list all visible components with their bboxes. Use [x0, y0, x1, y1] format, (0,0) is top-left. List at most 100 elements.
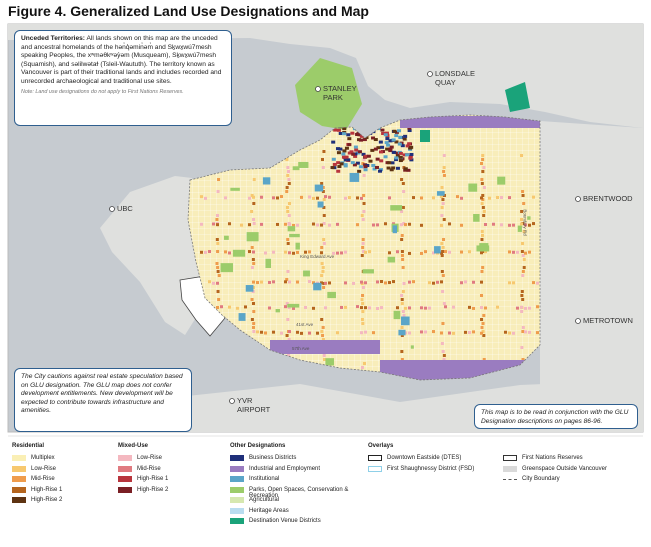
- block: [250, 318, 254, 321]
- block: [400, 302, 404, 305]
- block: [378, 169, 383, 173]
- block: [371, 163, 376, 167]
- place-pin: [109, 206, 115, 212]
- block: [520, 250, 524, 253]
- block: [355, 161, 360, 165]
- block: [280, 195, 283, 199]
- park: [517, 225, 522, 232]
- legend-item: Mid-Rise: [12, 476, 140, 487]
- block: [236, 306, 239, 310]
- street-label: Boundary Rd: [522, 209, 528, 236]
- block: [528, 223, 531, 227]
- legend-swatch: [368, 465, 382, 472]
- legend-item: High-Rise 1: [12, 486, 140, 498]
- block: [380, 280, 383, 284]
- block: [380, 306, 383, 310]
- block: [384, 141, 389, 145]
- block: [360, 214, 364, 217]
- block: [388, 149, 393, 153]
- block: [364, 330, 367, 334]
- block: [286, 166, 290, 169]
- block: [362, 174, 366, 177]
- block: [360, 306, 363, 310]
- block: [359, 138, 364, 142]
- legend-label: First Shaughnessy District (FSD): [387, 465, 475, 472]
- block: [376, 223, 379, 227]
- block: [250, 194, 254, 197]
- block: [432, 251, 435, 255]
- block: [522, 258, 526, 261]
- block: [442, 166, 446, 169]
- block: [361, 238, 365, 241]
- block: [361, 294, 365, 297]
- block: [400, 238, 404, 241]
- legend-item: First Nations Reserves: [503, 455, 631, 466]
- park: [230, 187, 240, 191]
- block: [394, 134, 399, 138]
- block: [321, 186, 325, 189]
- caution-note: The City cautions against real estate sp…: [14, 368, 192, 432]
- block: [480, 196, 483, 200]
- block: [216, 281, 219, 285]
- block: [408, 154, 413, 158]
- block: [520, 154, 524, 157]
- block: [444, 305, 447, 309]
- block: [370, 148, 375, 152]
- block: [452, 331, 455, 335]
- park: [246, 232, 259, 242]
- block: [340, 305, 343, 309]
- block: [322, 286, 326, 289]
- legend-item: Greenspace Outside Vancouver: [503, 465, 631, 477]
- block: [220, 305, 223, 309]
- block: [343, 163, 348, 167]
- place-pin: [315, 86, 321, 92]
- park: [292, 166, 300, 171]
- notice-note: Note: Land use designations do not apply…: [21, 88, 184, 95]
- block: [340, 251, 343, 255]
- block: [460, 196, 463, 200]
- block: [352, 281, 355, 285]
- block: [394, 156, 399, 160]
- block: [272, 250, 275, 254]
- block: [442, 302, 446, 305]
- park: [362, 269, 374, 274]
- block: [480, 182, 484, 185]
- block: [440, 342, 444, 345]
- block: [428, 281, 431, 285]
- block: [420, 196, 423, 200]
- legend-label: Mid-Rise: [137, 465, 161, 472]
- block: [398, 135, 403, 139]
- institution: [238, 313, 246, 321]
- block: [400, 223, 403, 227]
- unceded-notice: Unceded Territories: All lands shown on …: [14, 30, 232, 126]
- block: [484, 250, 487, 254]
- block: [440, 195, 443, 199]
- block: [408, 251, 411, 255]
- legend-column: Overlays Downtown Eastside (DTES) First Sh…: [368, 443, 496, 476]
- block: [252, 218, 256, 221]
- block: [268, 306, 271, 310]
- block: [512, 250, 515, 254]
- block: [520, 310, 524, 313]
- block: [308, 195, 311, 199]
- block: [536, 281, 539, 285]
- park: [295, 242, 300, 250]
- block: [296, 280, 299, 284]
- block: [520, 346, 524, 349]
- block: [200, 195, 203, 199]
- block: [252, 250, 255, 254]
- block: [208, 280, 211, 284]
- block: [375, 157, 380, 161]
- block: [392, 280, 395, 284]
- block: [356, 131, 361, 135]
- block: [402, 222, 406, 225]
- block: [304, 250, 307, 254]
- block: [337, 165, 342, 169]
- block: [521, 254, 525, 257]
- block: [504, 330, 507, 334]
- block: [287, 178, 291, 181]
- institution: [434, 246, 441, 254]
- park: [298, 161, 309, 168]
- block: [521, 298, 525, 301]
